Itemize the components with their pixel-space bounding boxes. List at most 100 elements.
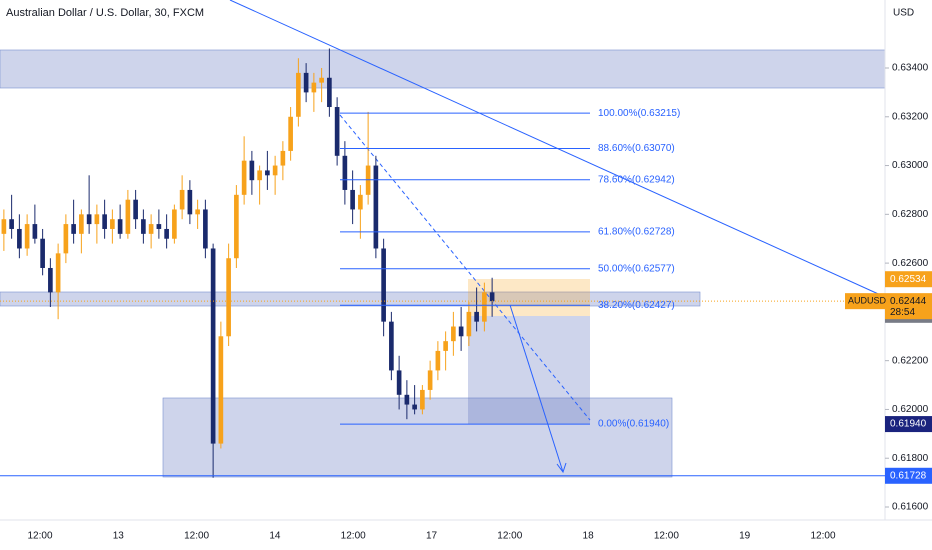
candle-body: [303, 72, 309, 93]
candle-body: [210, 248, 216, 444]
x-tick-label: 12:00: [810, 531, 835, 542]
candle-body: [334, 107, 340, 156]
pivot-zone: [0, 291, 701, 307]
price-tag: [885, 271, 932, 288]
x-tick-label: 12:00: [497, 531, 522, 542]
x-tick-label: 12:00: [654, 531, 679, 542]
candle-body: [172, 209, 177, 239]
y-tick-label: 0.63400: [892, 63, 929, 74]
candle-body: [234, 194, 239, 259]
y-tick-label: 0.62200: [892, 355, 929, 366]
candle-body: [272, 165, 278, 176]
dashed-line: [339, 114, 591, 421]
candle-body: [218, 336, 224, 444]
price-tag-label: 0.61940: [890, 419, 927, 430]
x-tick-label: 12:00: [341, 531, 366, 542]
candle-body: [125, 199, 131, 234]
candle-body: [265, 170, 270, 176]
chart-title: Australian Dollar / U.S. Dollar, 30, FXC…: [6, 7, 204, 19]
candle-body: [389, 321, 394, 371]
candle-body: [257, 170, 262, 181]
candle-body: [280, 150, 286, 166]
symbol-tag: [845, 293, 885, 310]
candle-body: [474, 311, 479, 322]
candle-body: [32, 224, 38, 239]
candle-body: [396, 370, 402, 395]
y-tick-label: 0.62000: [892, 404, 929, 415]
candle-body: [203, 209, 208, 249]
currency: USD: [893, 8, 914, 19]
candle-body: [9, 219, 14, 229]
y-tick-label: 0.62800: [892, 209, 929, 220]
candle-body: [358, 194, 363, 210]
price-tag: [885, 416, 932, 433]
candle-body: [435, 350, 441, 371]
candle-body: [141, 219, 146, 234]
candle-body: [427, 370, 433, 390]
candle-body: [94, 214, 100, 225]
fib-label: 88.60%(0.63070): [598, 143, 675, 154]
candle-body: [466, 311, 472, 337]
last-price-label: 0.62444: [890, 296, 927, 307]
fib-label: 38.20%(0.62427): [598, 300, 675, 311]
projection-arrow: [509, 304, 564, 473]
target-zone: [468, 316, 590, 424]
candle-body: [311, 82, 317, 93]
x-tick-label: 12:00: [27, 531, 52, 542]
candle-body: [195, 209, 200, 215]
plot: [1, 48, 495, 478]
candle-body: [102, 214, 107, 229]
candle-body: [24, 224, 30, 249]
price-tag-label: 0.62534: [890, 274, 927, 285]
candle-body: [373, 165, 379, 249]
y-tick-label: 0.62600: [892, 258, 929, 269]
candle-body: [164, 228, 169, 239]
fib-label: 78.60%(0.62942): [598, 174, 675, 185]
candle-body: [458, 326, 464, 337]
candle-body: [17, 228, 22, 249]
candle-body: [40, 238, 45, 268]
resistance-zone: [0, 49, 886, 89]
candle-body: [327, 77, 332, 108]
candle-body: [48, 267, 53, 293]
candle-body: [342, 155, 348, 190]
candle-body: [412, 404, 417, 410]
candle-body: [241, 160, 247, 195]
candle-body: [451, 326, 456, 342]
candle-body: [55, 253, 61, 293]
candle-body: [187, 189, 193, 215]
fib-label: 100.00%(0.63215): [598, 108, 680, 119]
price-tag-label: 0.61728: [890, 470, 927, 481]
x-tick-label: 12:00: [184, 531, 209, 542]
candle-body: [381, 248, 386, 322]
x-tick-label: 19: [739, 531, 751, 542]
candle-body: [226, 258, 231, 337]
fib-label: 0.00%(0.61940): [598, 419, 669, 430]
fib-label: 50.00%(0.62577): [598, 263, 675, 274]
candle-body: [86, 214, 92, 225]
y-tick-label: 0.61800: [892, 453, 929, 464]
symbol-label: AUDUSD: [848, 296, 887, 306]
candle-body: [79, 214, 84, 234]
candle-body: [404, 394, 410, 405]
candle-body: [117, 219, 123, 234]
fib-label: 61.80%(0.62728): [598, 227, 675, 238]
candle-body: [296, 72, 301, 117]
candle-body: [156, 224, 162, 229]
candle-body: [489, 292, 495, 302]
last-price-tag: [885, 293, 932, 320]
x-tick-label: 14: [269, 531, 281, 542]
y-tick-label: 0.63000: [892, 160, 929, 171]
candle-body: [420, 389, 425, 410]
stop-zone: [468, 279, 590, 316]
candle-body: [148, 224, 154, 234]
candle-body: [63, 224, 69, 254]
candle-body: [249, 160, 255, 181]
price-tag: [885, 467, 932, 484]
y-tick-label: 0.61600: [892, 502, 929, 513]
candle-body: [288, 116, 293, 151]
candle-body: [71, 224, 76, 234]
candle-body: [179, 189, 185, 210]
candle-body: [482, 292, 487, 322]
